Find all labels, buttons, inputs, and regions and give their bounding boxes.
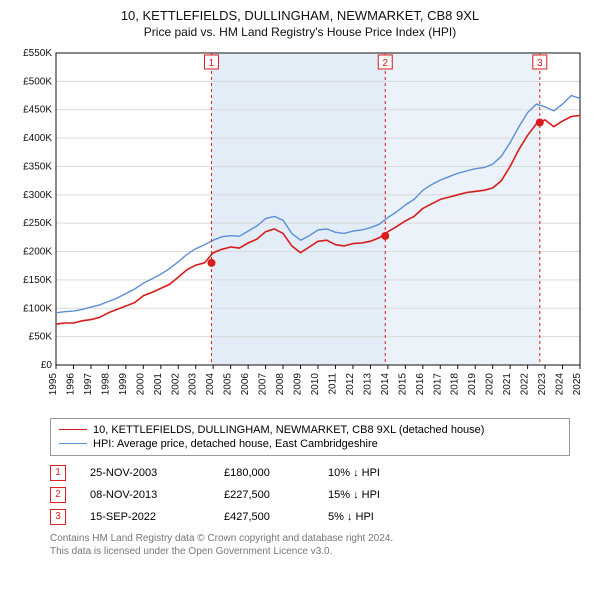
marker-delta: 10% ↓ HPI <box>328 467 380 479</box>
license-line1: Contains HM Land Registry data © Crown c… <box>50 532 570 545</box>
svg-text:1996: 1996 <box>65 372 76 395</box>
svg-text:2009: 2009 <box>293 372 304 395</box>
svg-text:1998: 1998 <box>100 372 111 395</box>
svg-text:2021: 2021 <box>502 372 513 395</box>
marker-badge-2: 2 <box>50 487 66 503</box>
marker-price: £427,500 <box>224 511 304 523</box>
marker-price: £227,500 <box>224 489 304 501</box>
svg-text:£350K: £350K <box>23 161 52 172</box>
svg-text:2001: 2001 <box>153 372 164 395</box>
svg-text:£550K: £550K <box>23 48 52 59</box>
svg-text:2005: 2005 <box>223 372 234 395</box>
svg-text:1999: 1999 <box>118 372 129 395</box>
marker-badge-1: 1 <box>50 465 66 481</box>
svg-text:2023: 2023 <box>537 372 548 395</box>
svg-text:2007: 2007 <box>258 372 269 395</box>
svg-text:£50K: £50K <box>29 332 53 343</box>
svg-text:2013: 2013 <box>362 372 373 395</box>
legend-box: 10, KETTLEFIELDS, DULLINGHAM, NEWMARKET,… <box>50 418 570 456</box>
legend-row-property: 10, KETTLEFIELDS, DULLINGHAM, NEWMARKET,… <box>59 423 561 437</box>
svg-text:2017: 2017 <box>432 372 443 395</box>
svg-text:£450K: £450K <box>23 105 52 116</box>
marker-date: 08-NOV-2013 <box>90 489 200 501</box>
license-text: Contains HM Land Registry data © Crown c… <box>50 532 570 558</box>
marker-badge-3: 3 <box>50 509 66 525</box>
svg-text:1995: 1995 <box>48 372 59 395</box>
svg-text:2004: 2004 <box>205 372 216 395</box>
marker-delta: 15% ↓ HPI <box>328 489 380 501</box>
svg-text:2: 2 <box>382 58 388 69</box>
svg-text:£150K: £150K <box>23 275 52 286</box>
marker-date: 25-NOV-2003 <box>90 467 200 479</box>
marker-delta: 5% ↓ HPI <box>328 511 374 523</box>
svg-text:£200K: £200K <box>23 246 52 257</box>
legend-label-property: 10, KETTLEFIELDS, DULLINGHAM, NEWMARKET,… <box>93 424 484 436</box>
svg-text:2000: 2000 <box>135 372 146 395</box>
svg-text:2002: 2002 <box>170 372 181 395</box>
svg-text:2016: 2016 <box>415 372 426 395</box>
svg-text:2006: 2006 <box>240 372 251 395</box>
svg-text:£400K: £400K <box>23 133 52 144</box>
svg-text:2015: 2015 <box>397 372 408 395</box>
svg-text:2022: 2022 <box>520 372 531 395</box>
chart-title-line2: Price paid vs. HM Land Registry's House … <box>10 25 590 39</box>
svg-text:£500K: £500K <box>23 76 52 87</box>
marker-date: 15-SEP-2022 <box>90 511 200 523</box>
marker-table: 1 25-NOV-2003 £180,000 10% ↓ HPI 2 08-NO… <box>50 462 570 528</box>
legend-swatch-hpi <box>59 443 87 444</box>
chart-title-line1: 10, KETTLEFIELDS, DULLINGHAM, NEWMARKET,… <box>10 8 590 25</box>
marker-price: £180,000 <box>224 467 304 479</box>
svg-text:2025: 2025 <box>572 372 583 395</box>
marker-row: 3 15-SEP-2022 £427,500 5% ↓ HPI <box>50 506 570 528</box>
svg-text:2014: 2014 <box>380 372 391 395</box>
svg-text:2019: 2019 <box>467 372 478 395</box>
line-chart-svg: £0 £50K £100K £150K £200K £250K £300K £350K £400… <box>10 45 590 405</box>
svg-text:£100K: £100K <box>23 303 52 314</box>
svg-text:2011: 2011 <box>327 372 338 394</box>
svg-text:2010: 2010 <box>310 372 321 395</box>
svg-text:£300K: £300K <box>23 190 52 201</box>
marker-row: 1 25-NOV-2003 £180,000 10% ↓ HPI <box>50 462 570 484</box>
marker-row: 2 08-NOV-2013 £227,500 15% ↓ HPI <box>50 484 570 506</box>
svg-text:2018: 2018 <box>450 372 461 395</box>
svg-text:1: 1 <box>209 58 215 69</box>
legend-label-hpi: HPI: Average price, detached house, East… <box>93 438 378 450</box>
legend-swatch-property <box>59 429 87 430</box>
svg-text:2020: 2020 <box>485 372 496 395</box>
svg-text:£250K: £250K <box>23 218 52 229</box>
svg-text:3: 3 <box>537 58 543 69</box>
svg-text:£0: £0 <box>41 360 53 371</box>
svg-text:1997: 1997 <box>83 372 94 395</box>
legend-row-hpi: HPI: Average price, detached house, East… <box>59 437 561 451</box>
svg-text:2024: 2024 <box>555 372 566 395</box>
svg-text:2008: 2008 <box>275 372 286 395</box>
license-line2: This data is licensed under the Open Gov… <box>50 545 570 558</box>
svg-text:2003: 2003 <box>188 372 199 395</box>
chart-area: £0 £50K £100K £150K £200K £250K £300K £350K £400… <box>10 45 590 410</box>
svg-text:2012: 2012 <box>345 372 356 395</box>
